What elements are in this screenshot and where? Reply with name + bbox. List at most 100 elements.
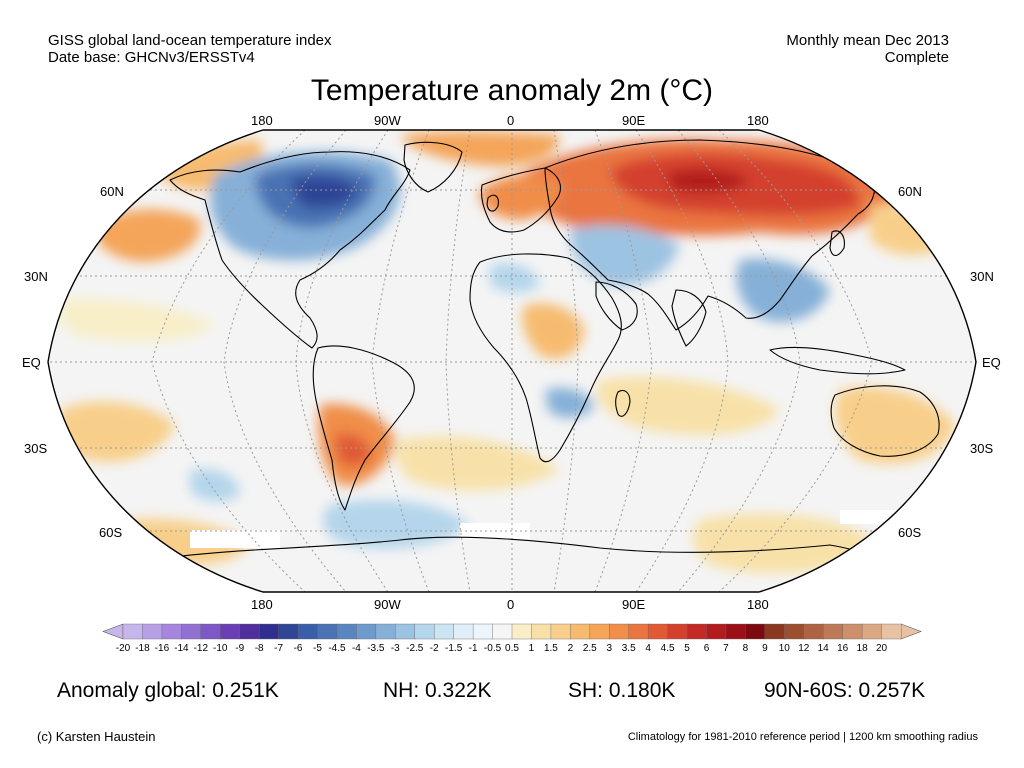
colorbar-cell xyxy=(589,623,610,640)
colorbar-tick-label: 10 xyxy=(779,643,791,654)
lon-line-90e xyxy=(635,130,729,592)
lat-label-left-30n: 30N xyxy=(24,269,48,284)
climatology-note: Climatology for 1981-2010 reference peri… xyxy=(627,731,978,743)
colorbar-cell xyxy=(375,623,396,640)
colorbar-tick-label: -20 xyxy=(116,643,131,654)
lon-label-top-90w: 90W xyxy=(374,113,401,128)
colorbar-tick-label: -5 xyxy=(313,643,322,654)
coastline-north-america xyxy=(169,151,411,349)
anomaly-southeast-asia-cold xyxy=(736,258,830,322)
colorbar-tick-labels: -20 -18 -16 -14 -12 -10 -9 -8 -7 -6 -5 -4.5 -4 -3.5 -3… xyxy=(116,643,888,654)
colorbar-tick-label: 1 xyxy=(529,643,535,654)
colorbar-tick-label: 2 xyxy=(568,643,574,654)
lon-label-top-180w: 180 xyxy=(251,113,273,128)
colorbar-cell xyxy=(784,623,805,640)
stat-sh: SH: 0.180K xyxy=(568,679,676,702)
colorbar-tick-label: 20 xyxy=(876,643,888,654)
coastline-uk xyxy=(486,194,499,212)
lon-line-60w xyxy=(371,130,430,592)
coastline-indonesia xyxy=(769,346,906,375)
colorbar-tick-label: 8 xyxy=(743,643,749,654)
colorbar-tick-label: 5 xyxy=(684,643,690,654)
colorbar: -20 -18 -16 -14 -12 -10 -9 -8 -7 -6 -5 -4.5 -4 -3.5 -3… xyxy=(102,623,922,654)
lon-label-top-0: 0 xyxy=(507,113,515,128)
colorbar-cell xyxy=(803,623,824,640)
lat-label-right-60s: 60S xyxy=(898,525,922,540)
lon-line-30w xyxy=(445,130,471,592)
missing-data-patch xyxy=(840,510,900,524)
lon-line-150w xyxy=(151,130,306,592)
lon-line-60e xyxy=(594,130,653,592)
colorbar-tick-label: -4 xyxy=(352,643,361,654)
stat-global: Anomaly global: 0.251K xyxy=(57,679,279,702)
colorbar-cell xyxy=(356,623,377,640)
colorbar-max-arrow xyxy=(900,623,922,640)
graticule xyxy=(48,130,976,592)
completeness-label: Complete xyxy=(884,49,949,66)
colorbar-cell xyxy=(297,623,319,640)
lon-line-150e xyxy=(718,130,873,592)
lon-label-bottom-180e: 180 xyxy=(747,597,769,612)
stat-90n-60s: 90N-60S: 0.257K xyxy=(764,679,926,702)
coastlines xyxy=(119,139,959,592)
colorbar-cell xyxy=(667,623,688,640)
coastline-south-america xyxy=(312,345,415,511)
coastline-africa xyxy=(469,253,622,463)
colorbar-cell xyxy=(239,623,260,640)
colorbar-cell xyxy=(609,623,630,640)
colorbar-cell xyxy=(881,623,902,640)
lon-line-120w xyxy=(223,130,347,592)
colorbar-tick-label: 16 xyxy=(837,643,849,654)
lat-label-left-60s: 60S xyxy=(99,525,123,540)
colorbar-cell xyxy=(628,623,649,640)
source-label: GISS global land-ocean temperature index xyxy=(48,32,332,49)
anomaly-shading xyxy=(57,131,955,574)
colorbar-cell xyxy=(278,623,299,640)
colorbar-tick-label: 2.5 xyxy=(583,643,597,654)
colorbar-tick-label: 14 xyxy=(818,643,830,654)
colorbar-cell xyxy=(142,623,163,640)
colorbar-tick-label: 12 xyxy=(798,643,810,654)
colorbar-cell xyxy=(258,623,280,640)
globe-outline xyxy=(47,129,977,593)
lat-label-right-eq: EQ xyxy=(982,355,1001,370)
coastline-greenland xyxy=(403,141,463,193)
colorbar-tick-label: 6 xyxy=(704,643,710,654)
colorbar-cell xyxy=(550,623,571,640)
colorbar-cell xyxy=(122,623,144,640)
stat-nh: NH: 0.322K xyxy=(383,679,492,702)
colorbar-min-arrow xyxy=(102,623,124,640)
period-label: Monthly mean Dec 2013 xyxy=(786,32,949,49)
colorbar-tick-label: -3 xyxy=(391,643,400,654)
colorbar-tick-label: -0.5 xyxy=(484,643,502,654)
anomaly-drake-cold xyxy=(323,500,470,549)
anomaly-south-pacific-cold xyxy=(190,468,240,502)
lon-line-120e xyxy=(677,130,801,592)
colorbar-tick-label: -2.5 xyxy=(406,643,424,654)
colorbar-cell xyxy=(842,623,863,640)
map-title: Temperature anomaly 2m (°C) xyxy=(310,74,714,107)
colorbar-cell xyxy=(453,623,474,640)
colorbar-tick-label: -16 xyxy=(155,643,170,654)
colorbar-tick-label: -3.5 xyxy=(367,643,385,654)
colorbar-cell xyxy=(317,623,338,640)
colorbar-tick-label: -1 xyxy=(469,643,478,654)
colorbar-cell xyxy=(570,623,591,640)
lat-label-right-30n: 30N xyxy=(970,269,994,284)
colorbar-tick-label: 18 xyxy=(857,643,869,654)
anomaly-middle-east-cold xyxy=(569,225,680,286)
anomaly-hudson-cold-peak xyxy=(290,175,360,209)
colorbar-tick-label: -12 xyxy=(194,643,209,654)
colorbar-tick-label: 4 xyxy=(645,643,651,654)
coastline-europe xyxy=(480,167,561,233)
colorbar-tick-label: 0.5 xyxy=(505,643,519,654)
lat-label-left-eq: EQ xyxy=(22,355,41,370)
anomaly-europe-warm xyxy=(479,174,561,220)
anomaly-central-pacific-warm xyxy=(57,298,215,342)
colorbar-cell xyxy=(492,623,513,640)
colorbar-cell xyxy=(200,623,221,640)
colorbar-cell xyxy=(531,623,552,640)
colorbar-cell xyxy=(647,623,669,640)
lat-label-left-60n: 60N xyxy=(100,184,124,199)
colorbar-tick-label: -9 xyxy=(235,643,244,654)
